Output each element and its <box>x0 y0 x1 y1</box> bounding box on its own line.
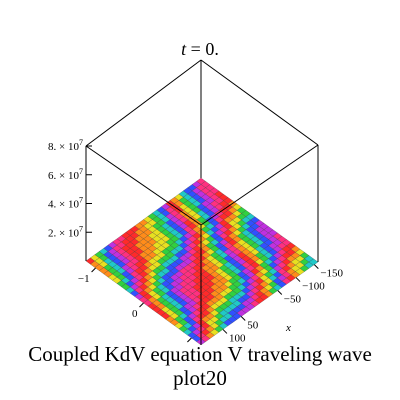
box-edge-top-front-right <box>200 144 319 226</box>
x-tick-mark <box>240 316 246 321</box>
title-value: 0. <box>205 39 219 59</box>
box-edge-top-front-left <box>85 145 202 226</box>
title-equals: = <box>186 39 205 59</box>
z-axis: 2. × 107 4. × 107 6. × 107 8. × 107 <box>48 138 92 239</box>
x-tick-mark <box>313 264 319 269</box>
plot-title: t = 0. <box>181 39 219 59</box>
y-tick-label: −1 <box>78 273 90 285</box>
z-tick-label: 4. × 107 <box>48 196 83 211</box>
x-axis-label: x <box>285 322 291 334</box>
box-front-edges <box>85 144 319 345</box>
x-tick-label: −100 <box>302 281 325 293</box>
x-tick-label: −50 <box>284 294 302 306</box>
y-tick-label: 0 <box>132 308 138 320</box>
x-tick-label: 100 <box>229 332 246 344</box>
y-axis: −1 0 1 <box>78 267 192 345</box>
x-tick-mark <box>222 329 228 334</box>
y-tick-mark <box>187 337 192 343</box>
box-edge-top-left <box>85 59 202 147</box>
caption-line-1: Coupled KdV equation V traveling wave <box>28 342 372 366</box>
z-tick-label: 2. × 107 <box>48 224 83 239</box>
caption-line-2: plot20 <box>173 366 227 390</box>
z-tick-label: 6. × 107 <box>48 167 83 182</box>
y-tick-mark <box>91 267 96 273</box>
x-tick-mark <box>295 277 301 282</box>
x-tick-mark <box>277 290 283 295</box>
z-tick-label: 8. × 107 <box>48 138 83 153</box>
x-tick-label: 50 <box>247 319 259 331</box>
y-tick-mark <box>139 302 144 308</box>
y-tick-label: 1 <box>180 343 186 345</box>
box-back-edges <box>85 59 319 178</box>
surface <box>85 177 319 345</box>
x-tick-label: −150 <box>320 268 343 280</box>
title-t: t <box>181 39 187 59</box>
box-edge-top-right <box>200 59 319 146</box>
